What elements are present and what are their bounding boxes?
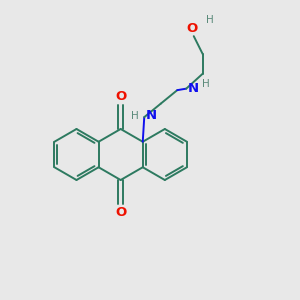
Text: O: O	[115, 206, 126, 219]
Text: N: N	[146, 109, 157, 122]
Text: O: O	[115, 90, 126, 103]
Text: O: O	[187, 22, 198, 34]
Text: H: H	[202, 79, 210, 89]
Text: N: N	[188, 82, 199, 95]
Text: H: H	[131, 111, 139, 121]
Text: H: H	[206, 15, 214, 25]
